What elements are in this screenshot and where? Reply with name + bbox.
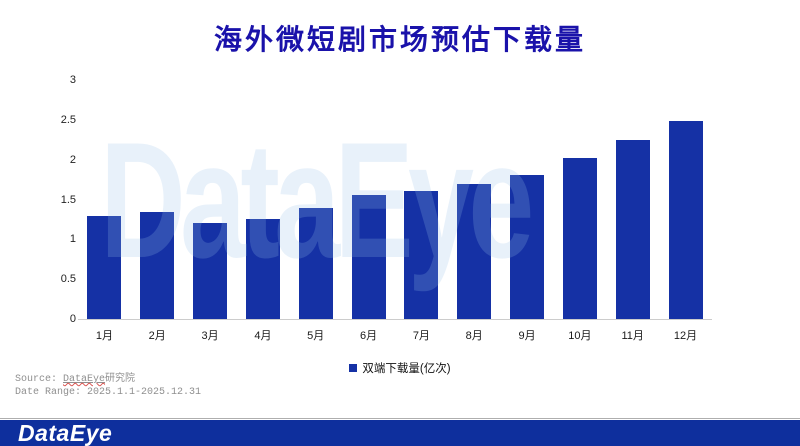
x-tick-label: 12月 bbox=[673, 330, 698, 342]
bar-8月 bbox=[457, 184, 492, 319]
y-tick-label: 1 bbox=[69, 233, 76, 246]
x-tick-label: 5月 bbox=[307, 330, 325, 342]
bar-slot bbox=[606, 80, 659, 319]
bar-slot bbox=[236, 80, 289, 319]
bar-1月 bbox=[87, 216, 122, 319]
bar-slot bbox=[184, 80, 237, 319]
source-prefix: Source: bbox=[15, 374, 64, 385]
y-tick-label: 2 bbox=[69, 153, 76, 166]
x-axis-labels: 1月 2月 3月 4月 5月 6月 7月 8月 9月 10月 11月 12月 bbox=[78, 327, 712, 343]
chart-title: 海外微短剧市场预估下载量 bbox=[213, 24, 586, 55]
bar-11月 bbox=[615, 139, 650, 319]
footer-bar: DataEye bbox=[0, 420, 800, 446]
x-tick-label: 4月 bbox=[254, 330, 272, 342]
footer-divider bbox=[0, 418, 800, 419]
bar-slot bbox=[342, 80, 395, 319]
bar-6月 bbox=[351, 194, 386, 319]
bar-slot bbox=[501, 80, 554, 319]
x-tick-label: 8月 bbox=[465, 330, 483, 342]
plot-area bbox=[78, 80, 712, 320]
bar-slot bbox=[289, 80, 342, 319]
bar-slot bbox=[395, 80, 448, 319]
bar-slot bbox=[553, 80, 606, 319]
bar-10月 bbox=[562, 158, 597, 319]
dataeye-logo: DataEye bbox=[18, 420, 113, 446]
bar-5月 bbox=[298, 207, 333, 319]
x-tick-label: 11月 bbox=[621, 330, 644, 342]
y-tick-label: 0 bbox=[69, 313, 76, 325]
x-tick-label: 2月 bbox=[148, 330, 166, 342]
y-tick-label: 1.5 bbox=[60, 193, 76, 206]
source-link[interactable]: DataEye bbox=[63, 374, 105, 385]
legend-label: 双端下载量(亿次) bbox=[362, 363, 451, 375]
x-tick-label: 7月 bbox=[412, 330, 430, 342]
bar-3月 bbox=[193, 223, 228, 319]
bar-slot bbox=[131, 80, 184, 319]
source-block: Source: DataEye研究院 Date Range: 2025.1.1-… bbox=[15, 373, 201, 399]
bar-12月 bbox=[668, 121, 703, 319]
date-range-line: Date Range: 2025.1.1-2025.12.31 bbox=[15, 387, 202, 398]
bar-2月 bbox=[140, 211, 175, 319]
x-tick-label: 9月 bbox=[518, 330, 536, 342]
bar-4月 bbox=[245, 219, 280, 319]
y-tick-label: 2.5 bbox=[60, 113, 76, 126]
y-tick-label: 3 bbox=[69, 74, 76, 86]
source-line: Source: DataEye研究院 bbox=[15, 373, 201, 386]
bar-slot bbox=[448, 80, 501, 319]
bar-slot bbox=[659, 80, 712, 319]
source-suffix: 研究院 bbox=[105, 374, 136, 385]
legend-marker-icon bbox=[349, 364, 358, 372]
bar-9月 bbox=[510, 174, 545, 319]
x-tick-label: 1月 bbox=[95, 330, 113, 342]
source-link-text: DataEye bbox=[63, 374, 106, 385]
x-tick-label: 10月 bbox=[568, 330, 592, 342]
x-tick-label: 6月 bbox=[359, 330, 378, 342]
legend: 双端下载量(亿次) bbox=[0, 360, 800, 376]
bar-slot bbox=[78, 80, 131, 319]
bar-7月 bbox=[404, 190, 439, 319]
x-tick-label: 3月 bbox=[201, 330, 219, 342]
y-tick-label: 0.5 bbox=[60, 273, 76, 286]
